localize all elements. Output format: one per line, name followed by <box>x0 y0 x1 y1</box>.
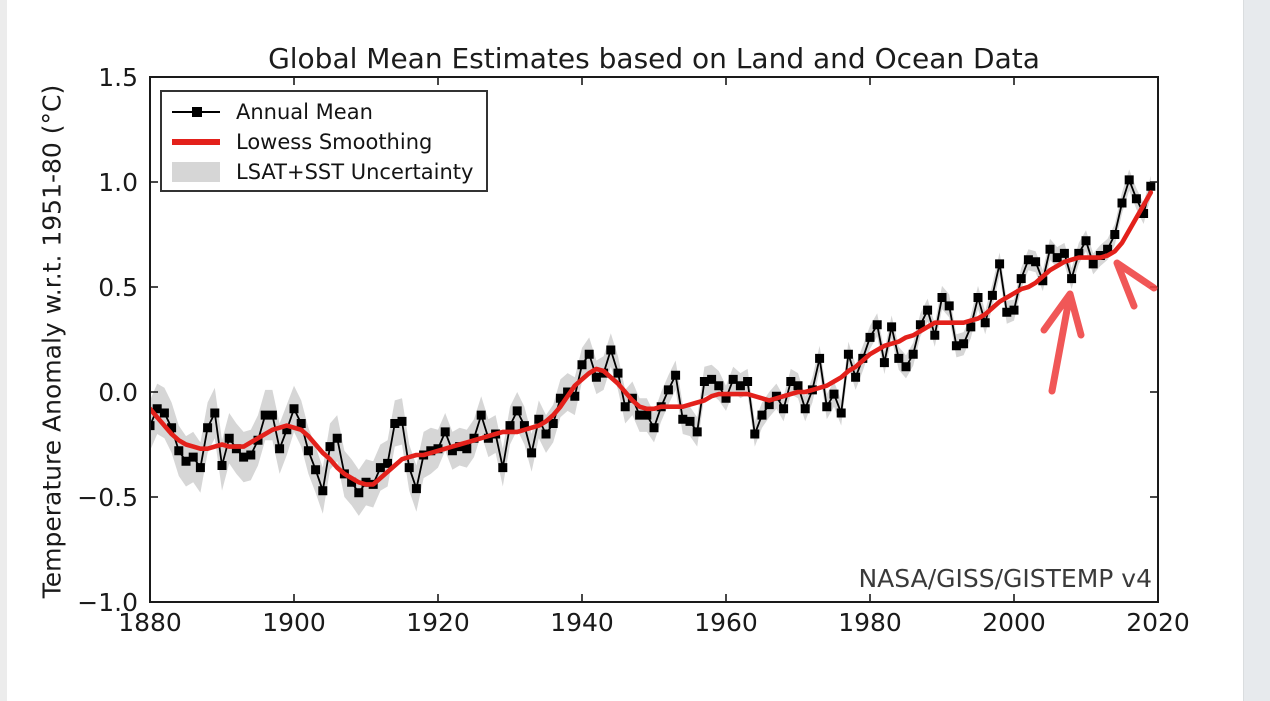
y-tick-label: 1.5 <box>98 63 138 92</box>
data-layer <box>150 169 1156 516</box>
lowess-line <box>150 190 1154 487</box>
x-tick-label: 1940 <box>550 608 614 637</box>
legend-item-annual-mean: Annual Mean <box>162 97 486 127</box>
left-gutter <box>0 0 7 701</box>
x-tick-label: 1960 <box>694 608 758 637</box>
hand-drawn-arrow-right <box>1113 259 1158 310</box>
legend-label-annual-mean: Annual Mean <box>236 100 373 124</box>
y-tick-label: 1.0 <box>98 168 138 197</box>
y-tick-label: 0.0 <box>98 378 138 407</box>
lowess-line-icon <box>170 130 222 154</box>
annotation-arrows <box>1040 259 1158 395</box>
annual-mean-line-marker-icon <box>170 100 222 124</box>
legend-item-uncertainty: LSAT+SST Uncertainty <box>162 157 486 187</box>
right-gutter <box>1243 0 1270 701</box>
x-tick-label: 1900 <box>262 608 326 637</box>
y-tick-label: 0.5 <box>98 273 138 302</box>
y-axis-label: Temperature Anomaly w.r.t. 1951-80 (°C) <box>37 84 67 599</box>
legend-label-uncertainty: LSAT+SST Uncertainty <box>236 160 474 184</box>
source-watermark: NASA/GISS/GISTEMP v4 <box>858 564 1152 593</box>
chart-title: Global Mean Estimates based on Land and … <box>268 42 1040 75</box>
legend-label-lowess: Lowess Smoothing <box>236 130 433 154</box>
x-tick-label: 2000 <box>982 608 1046 637</box>
axis-tick-labels: 1880 1900 1920 1940 1960 1980 2000 2020 1.5 1.0 0.… <box>77 63 1190 637</box>
x-tick-label: 2020 <box>1126 608 1190 637</box>
x-tick-label: 1880 <box>118 608 182 637</box>
x-tick-label: 1920 <box>406 608 470 637</box>
axis-ticks <box>149 76 1159 603</box>
uncertainty-band <box>150 169 1151 516</box>
legend: Annual Mean Lowess Smoothing LSAT+SST Un… <box>160 90 488 192</box>
plot-border <box>149 76 1159 603</box>
annual-mean-markers <box>150 175 1156 498</box>
legend-item-lowess: Lowess Smoothing <box>162 127 486 157</box>
hand-drawn-arrow-left <box>1040 290 1085 395</box>
y-tick-label: −0.5 <box>77 483 138 512</box>
x-tick-label: 1980 <box>838 608 902 637</box>
uncertainty-band-icon <box>170 160 222 184</box>
y-tick-label: −1.0 <box>77 588 138 617</box>
annual-mean-line <box>150 177 1152 495</box>
